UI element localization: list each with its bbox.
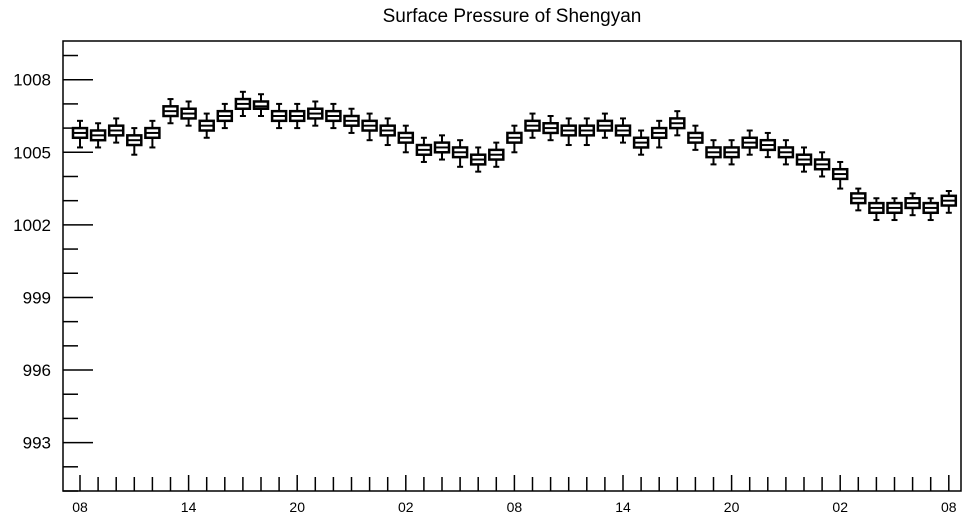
box-item	[868, 197, 885, 222]
box-item	[650, 119, 668, 149]
box-item	[343, 107, 360, 134]
axis-ticks	[63, 54, 950, 492]
x-tick-label: 02	[832, 499, 848, 515]
box-item	[759, 131, 777, 159]
box-item	[180, 100, 197, 127]
box-item	[560, 117, 577, 147]
y-tick-label: 1008	[13, 71, 51, 90]
box-item	[107, 117, 125, 144]
box-item	[198, 112, 215, 139]
box-item	[506, 124, 523, 154]
box-item	[886, 197, 903, 222]
box-item	[270, 102, 288, 130]
x-tick-label: 20	[724, 499, 740, 515]
box-item	[415, 136, 433, 163]
box-item	[433, 134, 451, 161]
box-item	[325, 102, 342, 130]
box-item	[723, 139, 740, 166]
y-tick-label: 996	[23, 361, 51, 380]
box-item	[252, 93, 270, 117]
box-item	[596, 112, 614, 139]
box-body	[252, 100, 270, 110]
x-tick-label: 02	[398, 499, 414, 515]
box-item	[469, 146, 487, 173]
box-item	[922, 197, 939, 222]
box-item	[451, 139, 469, 168]
box-item	[216, 102, 234, 130]
box-item	[940, 190, 958, 214]
axis-tick-labels: 993 996 999 1002 1005 1008 08 14 20 02 08 14 20 02 08	[13, 71, 957, 515]
box-item	[288, 102, 306, 130]
box-item	[669, 110, 686, 137]
y-tick-label: 1005	[13, 143, 51, 162]
x-tick-label: 14	[181, 499, 197, 515]
box-item	[361, 112, 378, 142]
box-item	[397, 124, 415, 154]
box-item	[741, 129, 758, 156]
box-item	[89, 122, 107, 149]
box-item	[379, 117, 396, 147]
box-item	[777, 139, 795, 166]
x-tick-label: 08	[507, 499, 523, 515]
box-item	[488, 141, 505, 168]
box-item	[795, 146, 813, 173]
y-tick-label: 1002	[13, 216, 51, 235]
box-item	[578, 117, 596, 147]
box-item	[614, 117, 632, 144]
box-series	[71, 90, 958, 222]
chart-title: Surface Pressure of Shengyan	[383, 6, 642, 27]
box-item	[234, 90, 252, 117]
box-item	[687, 124, 704, 151]
x-tick-label: 08	[72, 499, 88, 515]
y-tick-label: 999	[23, 288, 51, 307]
x-tick-label: 14	[615, 499, 631, 515]
box-item	[831, 160, 849, 190]
box-item	[632, 129, 650, 156]
box-item	[542, 115, 559, 142]
box-item	[126, 127, 143, 156]
box-item	[144, 119, 161, 149]
box-item	[524, 112, 541, 139]
y-tick-label: 993	[23, 434, 51, 453]
box-item	[850, 187, 867, 212]
box-item	[705, 139, 722, 166]
box-item	[904, 192, 921, 217]
x-tick-label: 08	[941, 499, 957, 515]
box-item	[71, 119, 89, 149]
box-item	[307, 100, 324, 127]
box-item	[813, 151, 831, 178]
box-item	[162, 98, 179, 125]
plot-area-frame	[62, 40, 962, 492]
x-tick-label: 20	[289, 499, 305, 515]
